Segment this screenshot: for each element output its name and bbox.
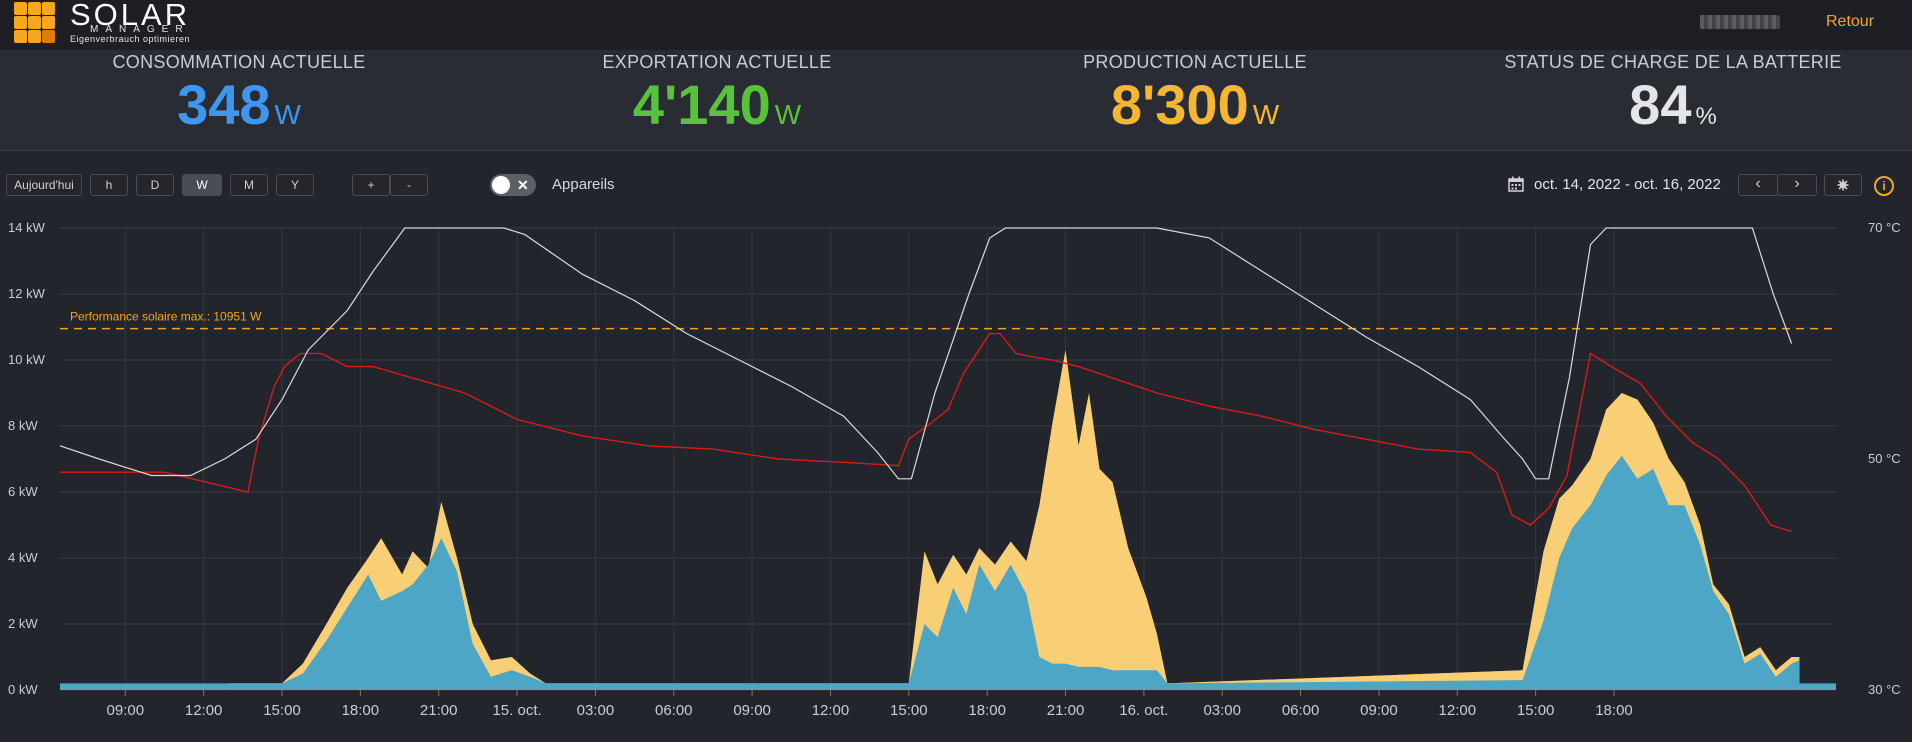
settings-button[interactable] xyxy=(1824,174,1862,196)
x-tick-label: 12:00 xyxy=(185,702,223,719)
metric-label: STATUS DE CHARGE DE LA BATTERIE xyxy=(1504,52,1842,72)
temperature-red-line xyxy=(60,332,1792,533)
metric-unit: W xyxy=(274,99,301,130)
consumption-metric: CONSOMMATION ACTUELLE 348 W xyxy=(0,50,478,145)
range-hour-button[interactable]: h xyxy=(90,174,128,196)
close-icon: ✕ xyxy=(517,177,529,193)
temperature-white-line xyxy=(59,227,1793,480)
y-tick-label: 4 kW xyxy=(8,550,38,565)
x-tick-label: 15. oct. xyxy=(492,702,541,719)
max-performance-label: Performance solaire max.: 10951 W xyxy=(70,310,262,324)
metric-unit: % xyxy=(1695,103,1717,130)
logo-title: SOLAR xyxy=(70,0,191,32)
y-tick-label: 2 kW xyxy=(8,616,38,631)
y-tick-label: 10 kW xyxy=(8,352,46,367)
y-right-tick-label: 30 °C xyxy=(1868,682,1901,697)
range-week-button[interactable]: W xyxy=(182,174,222,196)
y-right-tick-label: 70 °C xyxy=(1868,220,1901,235)
solar-panel-icon xyxy=(14,2,56,44)
x-tick-label: 09:00 xyxy=(733,702,771,719)
x-tick-label: 06:00 xyxy=(1282,702,1320,719)
gear-icon xyxy=(1837,179,1849,191)
x-tick-label: 15:00 xyxy=(263,702,301,719)
solar-manager-logo[interactable]: SOLAR MANAGER Eigenverbrauch optimieren xyxy=(10,0,210,46)
zoom-in-button[interactable]: + xyxy=(352,174,390,196)
next-period-button[interactable]: › xyxy=(1777,174,1817,196)
chart-lines xyxy=(59,227,1836,533)
y-right-tick-label: 50 °C xyxy=(1868,451,1901,466)
y-tick-label: 14 kW xyxy=(8,220,46,235)
toggle-knob xyxy=(492,176,510,194)
x-tick-label: 21:00 xyxy=(1047,702,1085,719)
y-tick-label: 8 kW xyxy=(8,418,38,433)
devices-toggle[interactable]: ✕ xyxy=(490,174,536,196)
user-name-blurred[interactable] xyxy=(1700,15,1780,29)
metric-unit: W xyxy=(1252,99,1280,130)
previous-period-button[interactable]: ‹ xyxy=(1738,174,1778,196)
logo-tagline: Eigenverbrauch optimieren xyxy=(70,34,191,44)
production-metric: PRODUCTION ACTUELLE 8'300 W xyxy=(956,50,1434,145)
metric-unit: W xyxy=(774,99,802,130)
x-tick-label: 18:00 xyxy=(1595,702,1633,719)
x-tick-label: 12:00 xyxy=(1439,702,1477,719)
x-tick-label: 12:00 xyxy=(812,702,850,719)
top-bar: SOLAR MANAGER Eigenverbrauch optimieren … xyxy=(0,0,1912,51)
current-metrics: CONSOMMATION ACTUELLE 348 W EXPORTATION A… xyxy=(0,50,1912,151)
calendar-icon xyxy=(1508,176,1524,192)
x-tick-label: 03:00 xyxy=(1203,702,1241,719)
y-tick-label: 0 kW xyxy=(8,682,38,697)
metric-label: PRODUCTION ACTUELLE xyxy=(1083,52,1307,72)
y-tick-label: 6 kW xyxy=(8,484,38,499)
date-range[interactable]: oct. 14, 2022 - oct. 16, 2022 xyxy=(1534,176,1721,193)
zoom-out-button[interactable]: - xyxy=(390,174,428,196)
x-tick-label: 09:00 xyxy=(1360,702,1398,719)
x-tick-label: 15:00 xyxy=(890,702,928,719)
metric-value: 4'140 xyxy=(632,73,771,136)
metric-label: CONSOMMATION ACTUELLE xyxy=(112,52,366,72)
metric-value: 8'300 xyxy=(1110,73,1249,136)
info-icon[interactable]: i xyxy=(1874,176,1894,196)
back-link[interactable]: Retour xyxy=(1826,13,1875,30)
metric-value: 84 xyxy=(1629,73,1692,136)
x-tick-label: 18:00 xyxy=(968,702,1006,719)
x-tick-label: 16. oct. xyxy=(1119,702,1168,719)
x-tick-label: 18:00 xyxy=(342,702,380,719)
x-tick-label: 03:00 xyxy=(577,702,615,719)
battery-metric: STATUS DE CHARGE DE LA BATTERIE 84% xyxy=(1434,50,1912,147)
chart-toolbar: Aujourd'hui h D W M Y + - ✕ Appareils oc… xyxy=(0,172,1912,202)
chart-axis-labels: 0 kW 2 kW 4 kW 6 kW 8 kW 10 kW 12 kW 14 kW 30 °C… xyxy=(8,220,1901,719)
devices-label: Appareils xyxy=(552,176,615,193)
metric-label: EXPORTATION ACTUELLE xyxy=(602,52,832,72)
self-use-area xyxy=(229,455,1800,690)
y-tick-label: 12 kW xyxy=(8,286,46,301)
x-tick-label: 09:00 xyxy=(107,702,145,719)
range-month-button[interactable]: M xyxy=(230,174,268,196)
x-tick-label: 06:00 xyxy=(655,702,693,719)
range-day-button[interactable]: D xyxy=(136,174,174,196)
energy-chart: 0 kW 2 kW 4 kW 6 kW 8 kW 10 kW 12 kW 14 kW 30 °C… xyxy=(8,220,1901,719)
logo-subtitle: MANAGER xyxy=(90,24,190,35)
export-metric: EXPORTATION ACTUELLE 4'140 W xyxy=(478,50,956,145)
range-year-button[interactable]: Y xyxy=(276,174,314,196)
x-tick-label: 21:00 xyxy=(420,702,458,719)
x-tick-label: 15:00 xyxy=(1517,702,1555,719)
chart-areas xyxy=(60,350,1836,690)
metric-value: 348 xyxy=(177,73,271,136)
today-button[interactable]: Aujourd'hui xyxy=(6,174,82,196)
